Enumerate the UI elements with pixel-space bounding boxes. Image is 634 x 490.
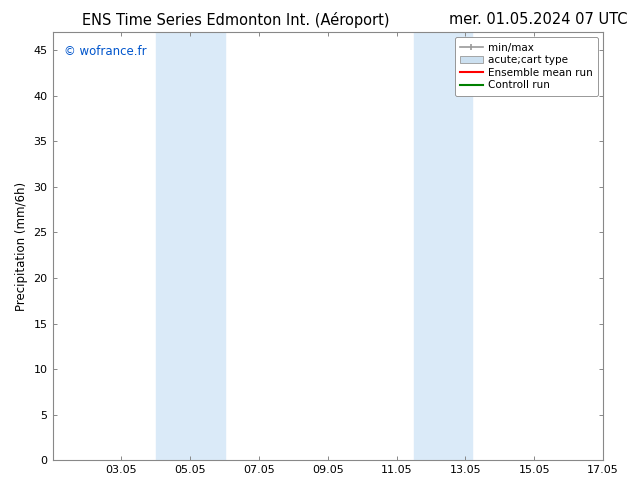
Bar: [156, 32, 224, 460]
Y-axis label: Precipitation (mm/6h): Precipitation (mm/6h): [15, 182, 28, 311]
Bar: [414, 32, 472, 460]
Text: mer. 01.05.2024 07 UTC: mer. 01.05.2024 07 UTC: [449, 12, 628, 27]
Legend: min/max, acute;cart type, Ensemble mean run, Controll run: min/max, acute;cart type, Ensemble mean …: [455, 37, 598, 96]
Text: ENS Time Series Edmonton Int. (Aéroport): ENS Time Series Edmonton Int. (Aéroport): [82, 12, 390, 28]
Text: © wofrance.fr: © wofrance.fr: [63, 45, 146, 58]
